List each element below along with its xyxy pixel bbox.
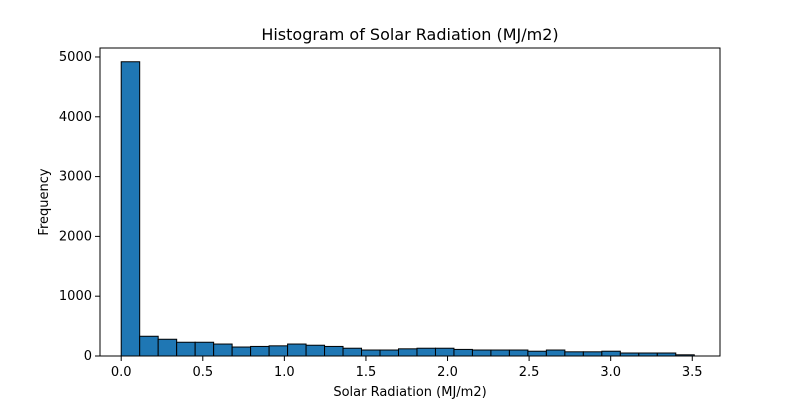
histogram-bar bbox=[139, 335, 159, 357]
histogram-bar bbox=[287, 343, 307, 357]
histogram-bar bbox=[582, 351, 603, 357]
histogram-bar bbox=[434, 347, 455, 357]
y-axis-ticks: 0 1000 2000 3000 4000 5000 bbox=[59, 50, 100, 364]
histogram-bar bbox=[527, 350, 547, 357]
histogram-bar bbox=[508, 349, 529, 357]
x-axis-label: Solar Radiation (MJ/m2) bbox=[333, 385, 486, 400]
y-tick-label: 0 bbox=[84, 349, 92, 364]
x-tick-label: 3.5 bbox=[682, 365, 703, 380]
y-tick-label: 3000 bbox=[59, 170, 92, 185]
y-tick-label: 4000 bbox=[59, 110, 92, 125]
histogram-bar bbox=[490, 349, 510, 357]
histogram-bar bbox=[379, 349, 399, 357]
histogram-bar bbox=[157, 338, 178, 357]
histogram-bar bbox=[453, 348, 473, 357]
histogram-bar bbox=[545, 349, 566, 357]
y-tick-label: 1000 bbox=[59, 289, 92, 304]
chart-title: Histogram of Solar Radiation (MJ/m2) bbox=[261, 25, 558, 44]
histogram-bar bbox=[471, 349, 492, 357]
histogram-bar bbox=[564, 351, 584, 357]
x-tick-label: 2.5 bbox=[519, 365, 540, 380]
histogram-bar bbox=[268, 345, 289, 357]
x-tick-label: 1.0 bbox=[274, 365, 295, 380]
x-tick-label: 0.5 bbox=[192, 365, 213, 380]
histogram-bar bbox=[231, 346, 252, 357]
histogram-bar bbox=[324, 345, 344, 357]
x-tick-label: 0.0 bbox=[111, 365, 132, 380]
x-axis-ticks: 0.0 0.5 1.0 1.5 2.0 2.5 3.0 3.5 bbox=[111, 356, 703, 380]
y-axis-label: Frequency bbox=[37, 168, 52, 235]
x-tick-label: 1.5 bbox=[356, 365, 377, 380]
histogram-bar bbox=[361, 349, 381, 357]
x-tick-label: 3.0 bbox=[600, 365, 621, 380]
histogram-bar bbox=[250, 345, 270, 357]
histogram-bar bbox=[397, 348, 418, 357]
histogram-bar bbox=[342, 347, 363, 357]
histogram-bar bbox=[416, 347, 436, 357]
y-tick-label: 2000 bbox=[59, 229, 92, 244]
bars-group bbox=[120, 61, 695, 357]
histogram-bar bbox=[601, 350, 621, 357]
histogram-bar bbox=[176, 341, 196, 357]
histogram-bar bbox=[194, 341, 215, 357]
x-tick-label: 2.0 bbox=[437, 365, 458, 380]
histogram-bar bbox=[120, 61, 141, 357]
plot-frame bbox=[99, 47, 721, 357]
y-tick-label: 5000 bbox=[59, 50, 92, 65]
histogram-bar bbox=[213, 343, 233, 357]
histogram-bar bbox=[305, 344, 326, 357]
